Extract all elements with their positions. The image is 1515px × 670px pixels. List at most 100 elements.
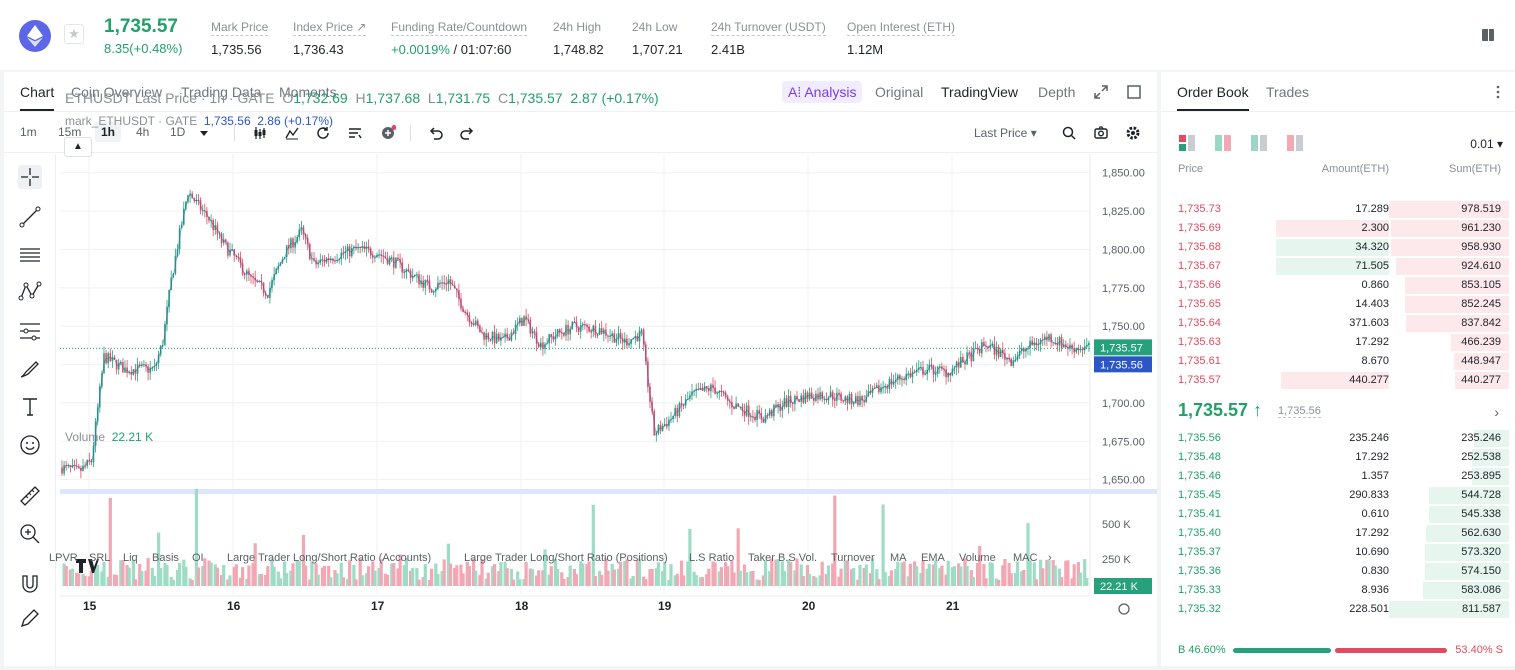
view-tradingview[interactable]: TradingView: [941, 84, 1019, 100]
magnet-icon[interactable]: [18, 572, 42, 596]
bid-row[interactable]: 1,735.41 0.610 545.338: [1161, 505, 1515, 524]
ruler-icon[interactable]: [18, 484, 42, 508]
ai-analysis-button[interactable]: A⁞ Analysis: [782, 81, 863, 103]
bid-row[interactable]: 1,735.48 17.292 252.538: [1161, 448, 1515, 467]
pattern-icon[interactable]: [18, 280, 42, 304]
collapse-legend-button[interactable]: ▲: [64, 137, 92, 157]
book-mode-asks-icon[interactable]: [1287, 135, 1303, 151]
ask-row[interactable]: 1,735.63 17.292 466.239: [1161, 333, 1515, 352]
tab-trading-data[interactable]: Trading Data: [181, 84, 262, 100]
volume-bar: [146, 558, 150, 586]
timeframe-15m[interactable]: 15m: [58, 125, 82, 139]
ask-sum: 852.245: [1461, 298, 1501, 310]
trend-line-icon[interactable]: [18, 205, 42, 229]
candles-icon[interactable]: [252, 125, 268, 141]
timeframe-1h[interactable]: 1h: [95, 122, 122, 142]
refresh-icon[interactable]: [315, 125, 331, 141]
window-icon[interactable]: [1126, 84, 1142, 100]
undo-icon[interactable]: [428, 125, 444, 141]
zoom-in-icon[interactable]: [18, 522, 42, 546]
volume-bar: [1051, 559, 1055, 586]
precision-select[interactable]: 0.01 ▾: [1470, 137, 1503, 151]
parallel-lines-icon[interactable]: [18, 243, 42, 267]
bid-row[interactable]: 1,735.37 10.690 573.320: [1161, 543, 1515, 562]
gear-icon[interactable]: [1125, 125, 1141, 141]
ask-row[interactable]: 1,735.65 14.403 852.245: [1161, 295, 1515, 314]
indicator-macd[interactable]: MACD: [1013, 552, 1037, 564]
text-tool-icon[interactable]: [18, 395, 42, 419]
price-type-select[interactable]: Last Price ▾: [974, 126, 1037, 140]
fib-retracement-icon[interactable]: [18, 319, 42, 343]
bid-row[interactable]: 1,735.45 290.833 544.728: [1161, 486, 1515, 505]
last-price-tag-label: 1,735.57: [1100, 342, 1143, 354]
tab-trades[interactable]: Trades: [1266, 84, 1310, 100]
more-vertical-icon[interactable]: [1495, 85, 1501, 99]
indicator-volume[interactable]: Volume: [959, 552, 996, 564]
ethereum-icon[interactable]: [19, 20, 51, 52]
ask-row[interactable]: 1,735.68 34.320 958.930: [1161, 238, 1515, 257]
chevron-right-icon[interactable]: ›: [1048, 552, 1052, 564]
bid-row[interactable]: 1,735.32 228.501 811.587: [1161, 600, 1515, 619]
book-mode-both-icon[interactable]: [1179, 135, 1195, 151]
y-tick-label: 1,700.00: [1102, 398, 1145, 410]
timeframe-4h[interactable]: 4h: [136, 125, 150, 139]
volume-bar: [831, 563, 835, 586]
ask-row[interactable]: 1,735.57 440.277 440.277: [1161, 371, 1515, 390]
bid-row[interactable]: 1,735.36 0.830 574.150: [1161, 562, 1515, 581]
redo-icon[interactable]: [459, 125, 475, 141]
ask-row[interactable]: 1,735.69 2.300 961.230: [1161, 219, 1515, 238]
templates-icon[interactable]: [347, 125, 363, 141]
indicator-lt-ratio-positions[interactable]: Large Trader Long/Short Ratio (Positions…: [464, 552, 668, 564]
ask-sum: 978.519: [1461, 203, 1501, 215]
indicator-turnover[interactable]: Turnover: [831, 552, 875, 564]
indicator-ema[interactable]: EMA: [921, 552, 945, 564]
stat-index-price[interactable]: Index Price ↗ 1,736.43: [293, 20, 367, 57]
indicator-srl[interactable]: SRL: [89, 552, 111, 564]
tab-chart[interactable]: Chart: [20, 84, 55, 111]
indicator-lpvr[interactable]: LPVR: [49, 552, 78, 564]
volume-bar: [971, 576, 975, 586]
chevron-right-icon[interactable]: ›: [1494, 404, 1499, 420]
bid-row[interactable]: 1,735.33 8.936 583.086: [1161, 581, 1515, 600]
indicator-lt-ratio-accounts[interactable]: Large Trader Long/Short Ratio (Accounts): [227, 552, 432, 564]
tab-order-book[interactable]: Order Book: [1177, 84, 1249, 111]
tab-coin-overview[interactable]: Coin Overview: [71, 84, 163, 100]
ask-row[interactable]: 1,735.73 17.289 978.519: [1161, 200, 1515, 219]
favorite-star-icon[interactable]: ★: [64, 24, 84, 44]
bid-row[interactable]: 1,735.56 235.246 235.246: [1161, 429, 1515, 448]
book-mode-asks-bids-icon[interactable]: [1215, 135, 1231, 151]
bid-row[interactable]: 1,735.40 17.292 562.630: [1161, 524, 1515, 543]
ask-row[interactable]: 1,735.67 71.505 924.610: [1161, 257, 1515, 276]
view-depth[interactable]: Depth: [1038, 84, 1076, 100]
pencil-lock-icon[interactable]: [18, 606, 42, 630]
ask-row[interactable]: 1,735.66 0.860 853.105: [1161, 276, 1515, 295]
ask-row[interactable]: 1,735.61 8.670 448.947: [1161, 352, 1515, 371]
crosshair-icon[interactable]: [18, 165, 42, 189]
tab-moments[interactable]: Moments: [279, 84, 337, 100]
indicators-icon[interactable]: [284, 125, 300, 141]
volume-bar: [467, 566, 471, 586]
search-icon[interactable]: [1061, 125, 1077, 141]
indicator-taker-vol[interactable]: Taker B.S Vol.: [748, 552, 818, 564]
volume-bar: [253, 543, 257, 586]
camera-icon[interactable]: [1093, 125, 1109, 141]
indicator-oi[interactable]: OI: [192, 552, 204, 564]
price-chart[interactable]: 1,850.00 1,825.00 1,800.00 1,775.00 1,750.00…: [60, 154, 1158, 666]
caret-down-icon[interactable]: [196, 125, 212, 141]
indicator-basis[interactable]: Basis: [152, 552, 179, 564]
view-original[interactable]: Original: [875, 84, 924, 100]
ask-row[interactable]: 1,735.64 371.603 837.842: [1161, 314, 1515, 333]
indicator-ma[interactable]: MA: [890, 552, 907, 564]
indicator-liq[interactable]: Liq: [123, 552, 138, 564]
expand-icon[interactable]: [1093, 84, 1109, 100]
volume-bar: [761, 575, 765, 586]
emoji-icon[interactable]: [18, 433, 42, 457]
book-icon[interactable]: [1481, 28, 1495, 42]
add-indicator-icon[interactable]: [380, 125, 396, 141]
brush-icon[interactable]: [18, 357, 42, 381]
bid-row[interactable]: 1,735.46 1.357 253.895: [1161, 467, 1515, 486]
indicator-ls-ratio[interactable]: L.S Ratio: [689, 552, 735, 564]
book-mode-bids-icon[interactable]: [1251, 135, 1267, 151]
timeframe-1m[interactable]: 1m: [20, 125, 37, 139]
timeframe-1d[interactable]: 1D: [170, 125, 186, 139]
